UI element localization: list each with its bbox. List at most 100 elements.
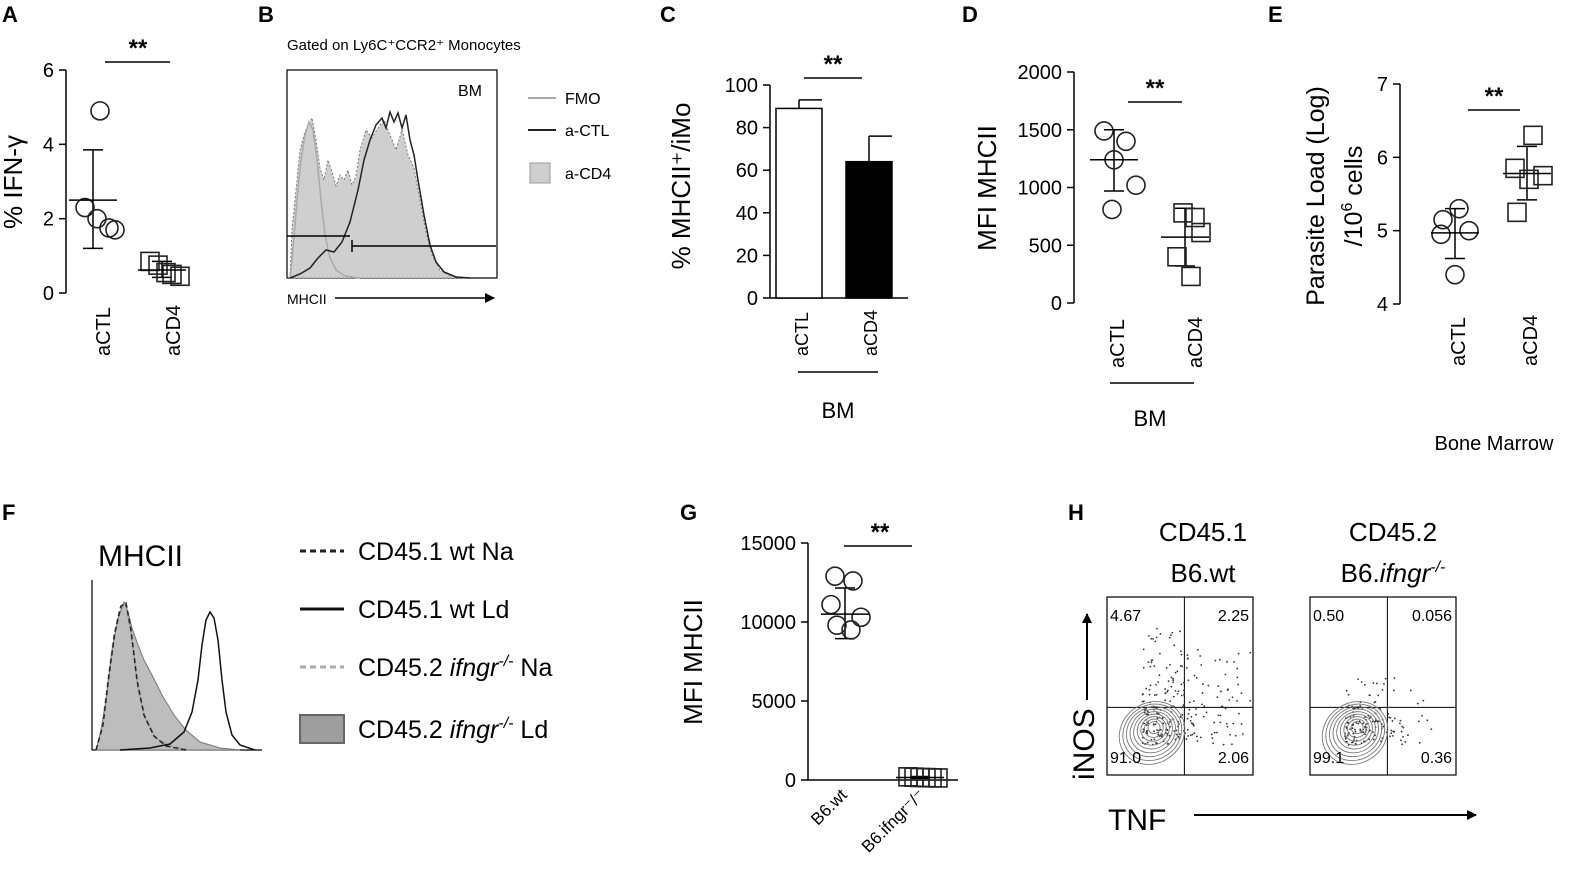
d-point	[1116, 131, 1136, 152]
h-event-dot	[1172, 679, 1175, 682]
h-event-dot	[1377, 694, 1380, 697]
h-event-dot	[1189, 720, 1192, 722]
c-group-label: BM	[822, 398, 855, 423]
h-event-dot	[1164, 688, 1167, 690]
h-event-dot	[1188, 708, 1191, 711]
h-event-dot	[1201, 692, 1204, 694]
h-event-dot	[1233, 661, 1235, 663]
h-event-dot	[1148, 693, 1151, 696]
a-y-tick-label: 4	[43, 134, 54, 156]
h-contour	[1325, 703, 1386, 761]
h-event-dot	[1172, 695, 1175, 698]
e-point	[1523, 125, 1543, 146]
h-event-dot	[1159, 728, 1162, 731]
h-event-dot	[1165, 666, 1168, 669]
h-event-dot	[1180, 694, 1183, 697]
a-x-tick-actl: aCTL	[93, 307, 115, 356]
c-x-tick-actl: aCTL	[792, 312, 812, 356]
h-contour	[1140, 716, 1167, 742]
h-event-dot	[1240, 692, 1243, 695]
h-event-dot	[1241, 733, 1244, 735]
e-y-label-1: Parasite Load (Log)	[1302, 86, 1330, 306]
d-y-tick-label: 2000	[1018, 62, 1063, 84]
h-event-dot	[1186, 728, 1189, 731]
h-event-dot	[1189, 734, 1192, 737]
h-plot-title-line1: CD45.2	[1349, 517, 1437, 547]
d-y-label: MFI MHCII	[972, 125, 1002, 251]
h-event-dot	[1147, 722, 1149, 725]
h-event-dot	[1164, 699, 1167, 702]
h-event-dot	[1150, 738, 1153, 741]
e-y-tick-label: 5	[1377, 221, 1388, 243]
c-y-tick-label: 100	[725, 75, 758, 97]
e-point	[1519, 169, 1539, 190]
h-event-dot	[1404, 741, 1407, 743]
f-legend-label: CD45.1 wt Na	[358, 538, 514, 566]
h-event-dot	[1202, 715, 1205, 718]
h-event-dot	[1371, 731, 1374, 734]
h-event-dot	[1214, 659, 1217, 662]
h-contour	[1147, 721, 1161, 735]
g-point	[841, 620, 861, 640]
g-y-label: MFI MHCII	[678, 599, 708, 725]
g-point	[851, 607, 871, 628]
h-event-dot	[1180, 706, 1183, 709]
h-event-dot	[1391, 720, 1394, 722]
h-event-dot	[1175, 729, 1178, 732]
h-quadrant-lr: 0.36	[1421, 750, 1452, 767]
h-event-dot	[1185, 738, 1188, 741]
g-point	[825, 566, 845, 586]
h-event-dot	[1372, 738, 1375, 741]
e-point	[1507, 202, 1527, 223]
e-group-label: Bone Marrow	[1435, 433, 1554, 455]
a-x-tick-acd4: aCD4	[163, 305, 185, 356]
panel-label-a: A	[2, 2, 18, 27]
d-point	[1191, 222, 1211, 243]
h-event-dot	[1171, 631, 1174, 634]
b-legend-acd4: a-CD4	[565, 166, 611, 183]
h-event-dot	[1182, 681, 1185, 684]
h-event-dot	[1217, 685, 1220, 688]
h-event-dot	[1236, 676, 1239, 679]
h-event-dot	[1145, 724, 1148, 726]
h-event-dot	[1422, 699, 1425, 702]
e-x-tick-actl: aCTL	[1448, 317, 1470, 366]
h-event-dot	[1399, 719, 1402, 722]
d-significance: **	[1146, 75, 1165, 102]
h-event-dot	[1181, 665, 1184, 668]
d-point	[1102, 199, 1122, 220]
h-event-dot	[1156, 712, 1158, 714]
h-event-dot	[1181, 713, 1184, 716]
f-legend-label: CD45.1 wt Ld	[358, 596, 509, 624]
h-event-dot	[1407, 734, 1409, 737]
b-hist-actl	[289, 109, 471, 279]
h-event-dot	[1393, 677, 1396, 679]
h-event-dot	[1169, 721, 1171, 723]
h-event-dot	[1152, 638, 1154, 640]
e-point	[1459, 220, 1479, 241]
h-event-dot	[1363, 740, 1365, 743]
e-point	[1445, 264, 1465, 285]
h-event-dot	[1228, 699, 1231, 701]
h-event-dot	[1236, 667, 1239, 670]
h-event-dot	[1249, 651, 1252, 654]
h-event-dot	[1354, 728, 1356, 731]
h-event-dot	[1391, 734, 1394, 737]
g-x-tick-wt: B6.wt	[807, 785, 851, 829]
g-point	[827, 615, 847, 635]
h-event-dot	[1219, 721, 1222, 724]
h-event-dot	[1373, 701, 1376, 704]
h-event-dot	[1150, 637, 1153, 640]
h-event-dot	[1142, 648, 1145, 651]
a-point	[75, 197, 95, 218]
h-event-dot	[1146, 731, 1148, 734]
h-event-dot	[1201, 703, 1203, 706]
h-event-dot	[1187, 712, 1190, 715]
a-point	[87, 208, 107, 229]
h-event-dot	[1148, 688, 1151, 691]
h-event-dot	[1177, 735, 1180, 738]
panel-d: D MFI MHCII 0 500 1000 1500 2000 ** aCTL aCD…	[962, 2, 1211, 431]
f-hist-cd452-ld	[95, 600, 241, 751]
h-event-dot	[1156, 717, 1159, 720]
